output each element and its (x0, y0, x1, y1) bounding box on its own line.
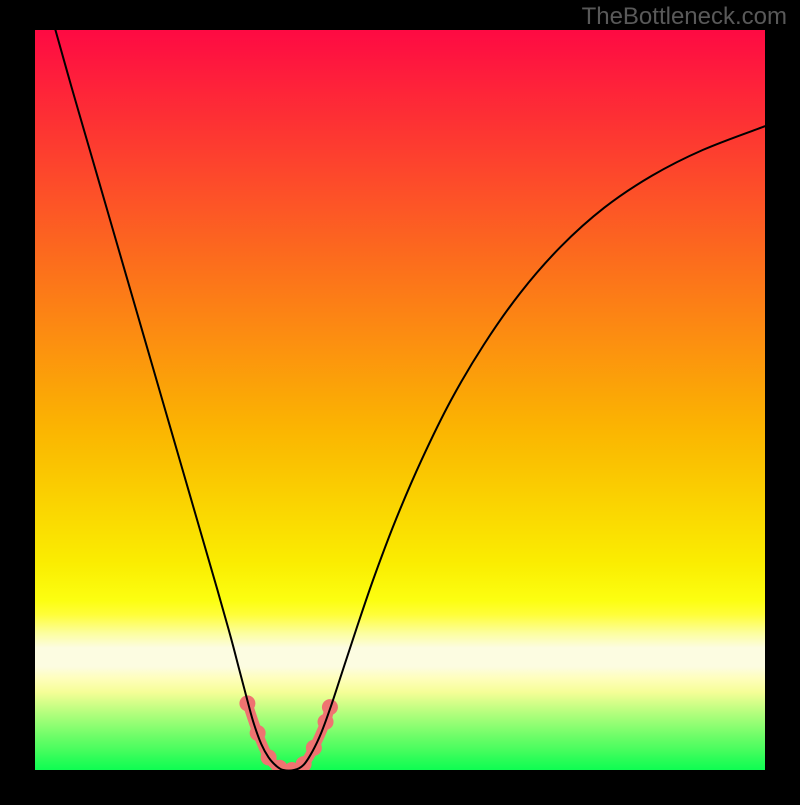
bottleneck-chart (0, 0, 800, 800)
plot-background (35, 30, 765, 770)
chart-frame (0, 0, 800, 805)
